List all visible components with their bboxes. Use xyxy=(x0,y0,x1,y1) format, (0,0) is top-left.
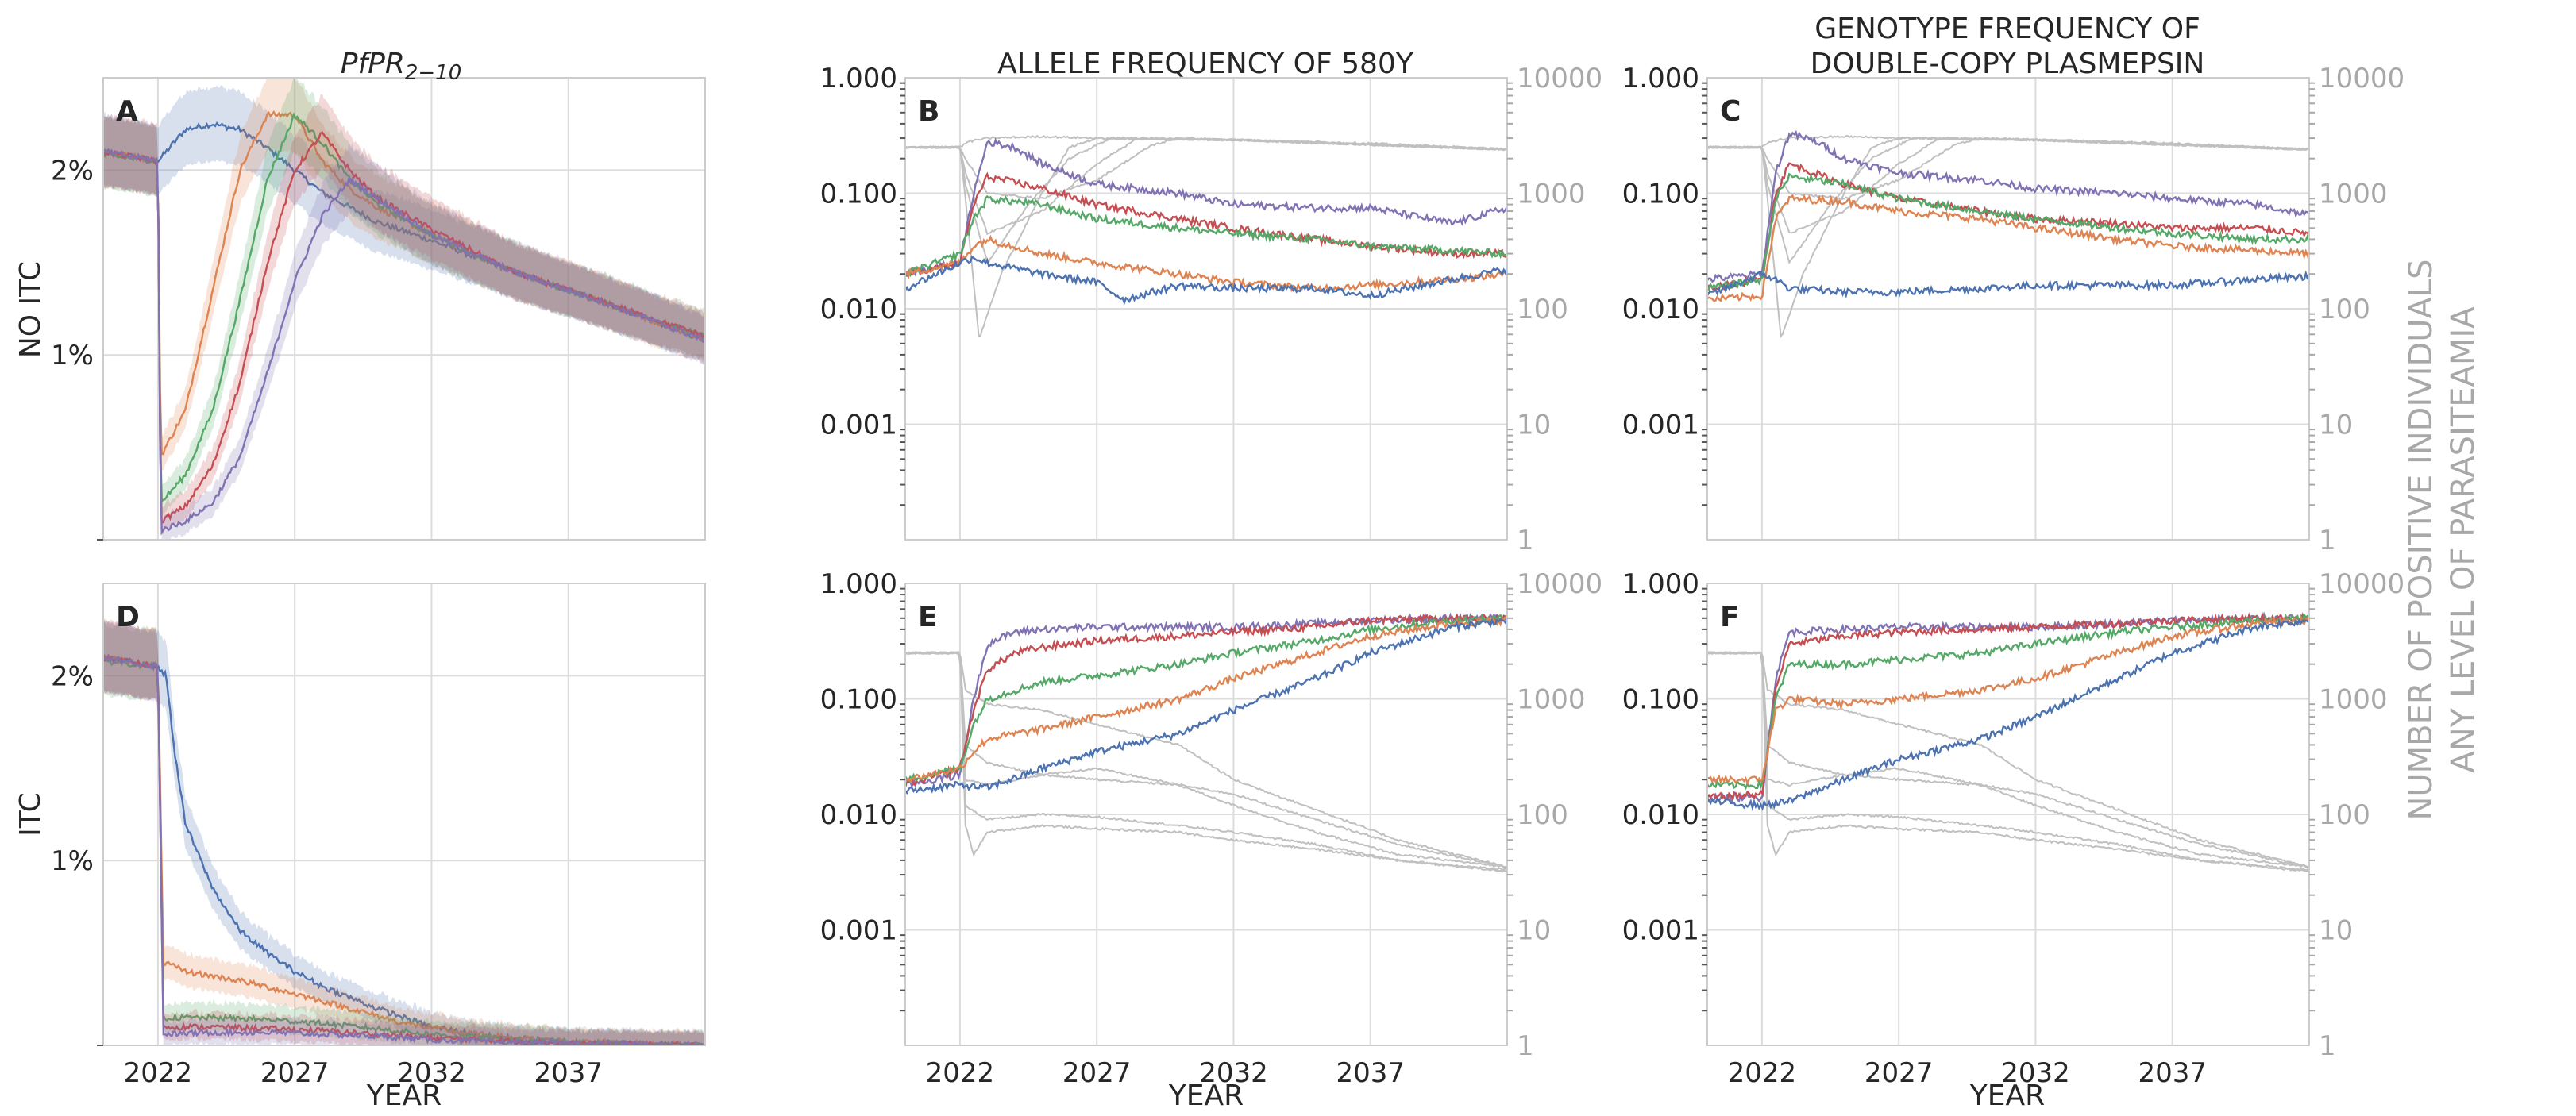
ytick-label-C: 0.001 xyxy=(1622,410,1699,441)
right-tick-label-B: 10 xyxy=(1517,410,1551,441)
ytick-label-D: 1% xyxy=(51,845,94,877)
right-tick-label-E: 1000 xyxy=(1517,684,1586,716)
right-tick-label-B: 100 xyxy=(1517,294,1568,325)
ytick-label-A: 1% xyxy=(51,340,94,371)
count-series-F-0 xyxy=(1707,652,2309,867)
panel-data-F xyxy=(1707,615,2309,872)
band-A-purple xyxy=(103,112,705,540)
right-tick-label-F: 1 xyxy=(2319,1030,2336,1062)
right-tick-label-E: 1 xyxy=(1517,1030,1534,1062)
right-axis-label-line1: NUMBER OF POSITIVE INDIVIDUALS xyxy=(2403,259,2439,820)
right-tick-label-C: 1 xyxy=(2319,525,2336,556)
ytick-label-F: 0.001 xyxy=(1622,915,1699,947)
xlabel-col1: YEAR xyxy=(366,1079,442,1112)
series-C-red xyxy=(1707,164,2309,291)
series-B-blue xyxy=(905,257,1507,303)
right-tick-label-C: 1000 xyxy=(2319,179,2388,210)
series-B-purple xyxy=(905,140,1507,276)
xtick-label-E: 2022 xyxy=(926,1057,995,1089)
panel-data-E xyxy=(905,615,1507,872)
title-genotype-line2: DOUBLE-COPY PLASMEPSIN xyxy=(1811,48,2205,80)
series-E-purple xyxy=(905,615,1507,787)
ytick-label-A: 2% xyxy=(51,155,94,187)
panel-label-E: E xyxy=(918,601,938,633)
right-tick-label-F: 10000 xyxy=(2319,568,2404,600)
ytick-label-C: 0.100 xyxy=(1622,179,1699,210)
xtick-label-F: 2022 xyxy=(1728,1057,1797,1089)
right-tick-label-F: 10 xyxy=(2319,915,2353,947)
panel-label-A: A xyxy=(116,95,138,128)
ytick-label-B: 0.100 xyxy=(820,179,897,210)
panel-data-D xyxy=(103,618,705,1045)
xlabel-col3: YEAR xyxy=(1969,1079,2045,1112)
series-F-blue xyxy=(1707,621,2309,809)
ytick-label-D: 2% xyxy=(51,660,94,692)
ytick-label-E: 1.000 xyxy=(820,568,897,600)
xtick-label-D: 2022 xyxy=(124,1057,193,1089)
count-series-E-1 xyxy=(905,652,1507,867)
row-label-no-itc: NO ITC xyxy=(14,261,47,358)
right-tick-label-C: 10000 xyxy=(2319,63,2404,94)
row-label-itc: ITC xyxy=(14,792,47,837)
right-tick-label-F: 100 xyxy=(2319,799,2370,831)
xtick-label-D: 2037 xyxy=(534,1057,603,1089)
panel-data-C xyxy=(1707,133,2309,337)
ytick-label-E: 0.100 xyxy=(820,684,897,716)
title-prevalence: PfPR2−10 xyxy=(341,48,462,85)
xtick-label-D: 2027 xyxy=(260,1057,330,1089)
xtick-label-F: 2037 xyxy=(2138,1057,2207,1089)
ytick-label-C: 1.000 xyxy=(1622,63,1699,94)
panel-label-F: F xyxy=(1720,601,1740,633)
ytick-label-B: 0.001 xyxy=(820,410,897,441)
right-tick-label-E: 100 xyxy=(1517,799,1568,831)
panel-data-A xyxy=(103,73,705,540)
right-tick-label-B: 1 xyxy=(1517,525,1534,556)
series-F-red xyxy=(1707,615,2309,800)
xtick-label-E: 2037 xyxy=(1336,1057,1405,1089)
xtick-label-F: 2027 xyxy=(1865,1057,1934,1089)
right-axis-label-line2: ANY LEVEL OF PARASITEAMIA xyxy=(2445,306,2482,773)
count-series-B-1 xyxy=(905,137,1507,336)
xlabel-col2: YEAR xyxy=(1168,1079,1244,1112)
xtick-label-E: 2027 xyxy=(1062,1057,1132,1089)
title-allele: ALLELE FREQUENCY OF 580Y xyxy=(997,48,1414,80)
right-tick-label-B: 10000 xyxy=(1517,63,1602,94)
ytick-label-B: 1.000 xyxy=(820,63,897,94)
right-tick-label-F: 1000 xyxy=(2319,684,2388,716)
series-B-red xyxy=(905,174,1507,275)
count-series-B-4 xyxy=(905,138,1507,199)
count-series-E-2 xyxy=(905,652,1507,868)
right-tick-label-B: 1000 xyxy=(1517,179,1586,210)
right-tick-label-C: 100 xyxy=(2319,294,2370,325)
ytick-label-F: 1.000 xyxy=(1622,568,1699,600)
ytick-label-E: 0.001 xyxy=(820,915,897,947)
panel-data-B xyxy=(905,136,1507,336)
ytick-label-C: 0.010 xyxy=(1622,294,1699,325)
series-C-purple xyxy=(1707,133,2309,282)
right-tick-label-C: 10 xyxy=(2319,410,2353,441)
title-genotype-line1: GENOTYPE FREQUENCY OF xyxy=(1814,13,2200,45)
right-tick-label-E: 10000 xyxy=(1517,568,1602,600)
panel-label-D: D xyxy=(116,601,140,633)
right-tick-label-E: 10 xyxy=(1517,915,1551,947)
data-layer xyxy=(103,73,2309,1045)
count-series-E-0 xyxy=(905,652,1507,868)
ytick-label-F: 0.100 xyxy=(1622,684,1699,716)
panel-label-C: C xyxy=(1720,95,1741,128)
panel-label-B: B xyxy=(918,95,939,128)
ytick-label-B: 0.010 xyxy=(820,294,897,325)
ytick-label-E: 0.010 xyxy=(820,799,897,831)
count-series-B-3 xyxy=(905,137,1507,234)
ytick-label-F: 0.010 xyxy=(1622,799,1699,831)
